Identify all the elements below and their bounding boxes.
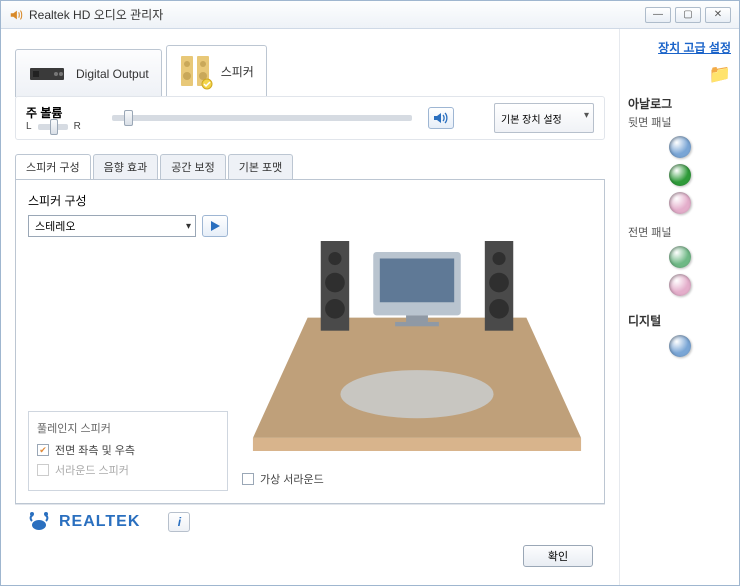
fullrange-surround-checkbox xyxy=(37,464,49,476)
rear-jack-2[interactable] xyxy=(669,164,691,186)
master-volume-label: 주 볼륨 xyxy=(26,104,96,121)
fullrange-group: 풀레인지 스피커 ✔ 전면 좌측 및 우측 서라운드 스피커 xyxy=(28,411,228,491)
realtek-crab-icon xyxy=(27,511,51,533)
rear-panel-label: 뒷면 패널 xyxy=(628,114,731,130)
ok-button[interactable]: 확인 xyxy=(523,545,593,567)
balance-slider[interactable] xyxy=(38,124,68,130)
inner-tabs: 스피커 구성 음향 효과 공간 보정 기본 포맷 xyxy=(15,154,605,179)
rear-jack-3[interactable] xyxy=(669,192,691,214)
tab-speakers[interactable]: 스피커 xyxy=(166,45,267,97)
brand-text: REALTEK xyxy=(59,513,140,531)
analog-label: 아날로그 xyxy=(628,95,731,112)
fullrange-header: 풀레인지 스피커 xyxy=(37,420,219,436)
fullrange-front-checkbox[interactable]: ✔ xyxy=(37,444,49,456)
virtual-surround-checkbox[interactable] xyxy=(242,473,254,485)
speaker-icon xyxy=(9,8,23,22)
footer: REALTEK i xyxy=(15,504,605,539)
sound-icon xyxy=(433,111,449,125)
play-icon xyxy=(209,220,221,232)
monitor-icon xyxy=(373,252,461,326)
info-button[interactable]: i xyxy=(168,512,190,532)
speaker-scene xyxy=(242,192,592,465)
tab-sound-effects[interactable]: 음향 효과 xyxy=(93,154,159,179)
minimize-button[interactable]: — xyxy=(645,7,671,23)
test-play-button[interactable] xyxy=(202,215,228,237)
right-speaker-icon xyxy=(485,241,513,331)
app-window: Realtek HD 오디오 관리자 — ▢ ✕ Digital Output xyxy=(0,0,740,586)
speaker-config-panel: 스피커 구성 스테레오 풀레인지 스피커 ✔ 전면 좌측 및 우 xyxy=(15,179,605,504)
fullrange-front-row: ✔ 전면 좌측 및 우측 xyxy=(37,442,219,458)
brand: REALTEK xyxy=(27,511,158,533)
maximize-button[interactable]: ▢ xyxy=(675,7,701,23)
config-left-column: 스피커 구성 스테레오 풀레인지 스피커 ✔ 전면 좌측 및 우 xyxy=(28,192,228,491)
tab-speaker-config[interactable]: 스피커 구성 xyxy=(15,154,91,179)
front-jack-1[interactable] xyxy=(669,246,691,268)
rear-jack-1[interactable] xyxy=(669,136,691,158)
main-panel: Digital Output 스피커 주 볼륨 L xyxy=(1,29,619,585)
tab-default-format[interactable]: 기본 포맷 xyxy=(228,154,294,179)
digital-jack-1[interactable] xyxy=(669,335,691,357)
virtual-surround-label: 가상 서라운드 xyxy=(260,471,324,487)
tab-digital-label: Digital Output xyxy=(76,67,149,81)
fullrange-surround-row: 서라운드 스피커 xyxy=(37,462,219,478)
side-panel: 장치 고급 설정 📁 아날로그 뒷면 패널 전면 패널 디지털 xyxy=(619,29,739,585)
window-title: Realtek HD 오디오 관리자 xyxy=(29,6,645,23)
mute-button[interactable] xyxy=(428,107,454,129)
left-speaker-icon xyxy=(321,241,349,331)
advanced-settings-link[interactable]: 장치 고급 설정 xyxy=(628,39,731,56)
digital-label: 디지털 xyxy=(628,312,731,329)
speakers-pair-icon xyxy=(179,54,213,90)
balance-l-label: L xyxy=(26,121,32,132)
output-tabs: Digital Output 스피커 xyxy=(15,39,605,97)
tab-room-correction[interactable]: 공간 보정 xyxy=(160,154,226,179)
front-panel-label: 전면 패널 xyxy=(628,224,731,240)
master-volume-slider[interactable] xyxy=(112,115,412,121)
window-buttons: — ▢ ✕ xyxy=(645,7,731,23)
close-button[interactable]: ✕ xyxy=(705,7,731,23)
speaker-config-combo[interactable]: 스테레오 xyxy=(28,215,196,237)
tab-digital-output[interactable]: Digital Output xyxy=(15,49,162,97)
content: Digital Output 스피커 주 볼륨 L xyxy=(1,29,739,585)
bottom-bar: 확인 xyxy=(15,539,605,577)
speaker-config-label: 스피커 구성 xyxy=(28,192,228,209)
balance-r-label: R xyxy=(74,121,81,132)
default-device-select[interactable]: 기본 장치 설정 xyxy=(494,103,594,133)
tab-speakers-label: 스피커 xyxy=(221,63,254,80)
speaker-config-value: 스테레오 xyxy=(35,218,75,234)
fullrange-front-label: 전면 좌측 및 우측 xyxy=(55,442,135,458)
default-device-label: 기본 장치 설정 xyxy=(501,111,562,126)
front-jack-2[interactable] xyxy=(669,274,691,296)
amplifier-icon xyxy=(28,62,68,86)
fullrange-surround-label: 서라운드 스피커 xyxy=(55,462,129,478)
master-volume-row: 주 볼륨 L R 기본 장치 설정 xyxy=(15,96,605,140)
titlebar: Realtek HD 오디오 관리자 — ▢ ✕ xyxy=(1,1,739,29)
folder-icon[interactable]: 📁 xyxy=(628,64,731,85)
speaker-stage: 가상 서라운드 xyxy=(242,192,592,491)
virtual-surround-row: 가상 서라운드 xyxy=(242,471,592,487)
